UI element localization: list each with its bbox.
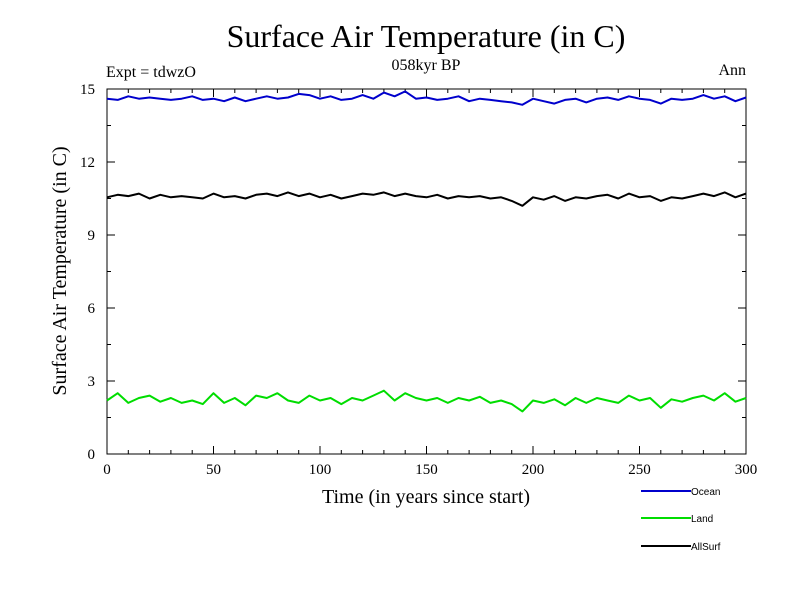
plot-area: 0 50 100 150 200 250 300 0 3 6 9 12 15 — [80, 82, 757, 478]
y-tick-label: 12 — [80, 155, 95, 171]
chart-title: Surface Air Temperature (in C) — [227, 18, 626, 54]
x-tick-label: 300 — [735, 462, 758, 478]
experiment-label: Expt = tdwzO — [106, 64, 196, 81]
period-label: Ann — [718, 62, 746, 79]
y-axis-label: Surface Air Temperature (in C) — [49, 146, 71, 395]
legend-label-allsurf: AllSurf — [691, 542, 721, 553]
series-line-ocean — [106, 90, 747, 106]
chart-subtitle: 058kyr BP — [392, 57, 461, 74]
y-tick-label: 9 — [88, 228, 96, 244]
x-tick-label: 100 — [309, 462, 332, 478]
legend-label-land: Land — [691, 514, 713, 525]
x-tick-label: 50 — [206, 462, 221, 478]
x-tick-label: 150 — [415, 462, 438, 478]
y-tick-label: 6 — [88, 301, 96, 317]
x-tick-label: 250 — [628, 462, 651, 478]
x-axis-label: Time (in years since start) — [322, 486, 530, 508]
legend-label-ocean: Ocean — [691, 487, 720, 498]
series-line-allsurf — [106, 191, 747, 207]
x-tick-label: 0 — [103, 462, 111, 478]
y-tick-label: 0 — [88, 447, 96, 463]
y-tick-label: 15 — [80, 82, 95, 98]
legend: Ocean Land AllSurf — [641, 487, 721, 553]
series-line-land — [106, 389, 747, 413]
x-tick-label: 200 — [522, 462, 545, 478]
y-tick-label: 3 — [88, 374, 96, 390]
